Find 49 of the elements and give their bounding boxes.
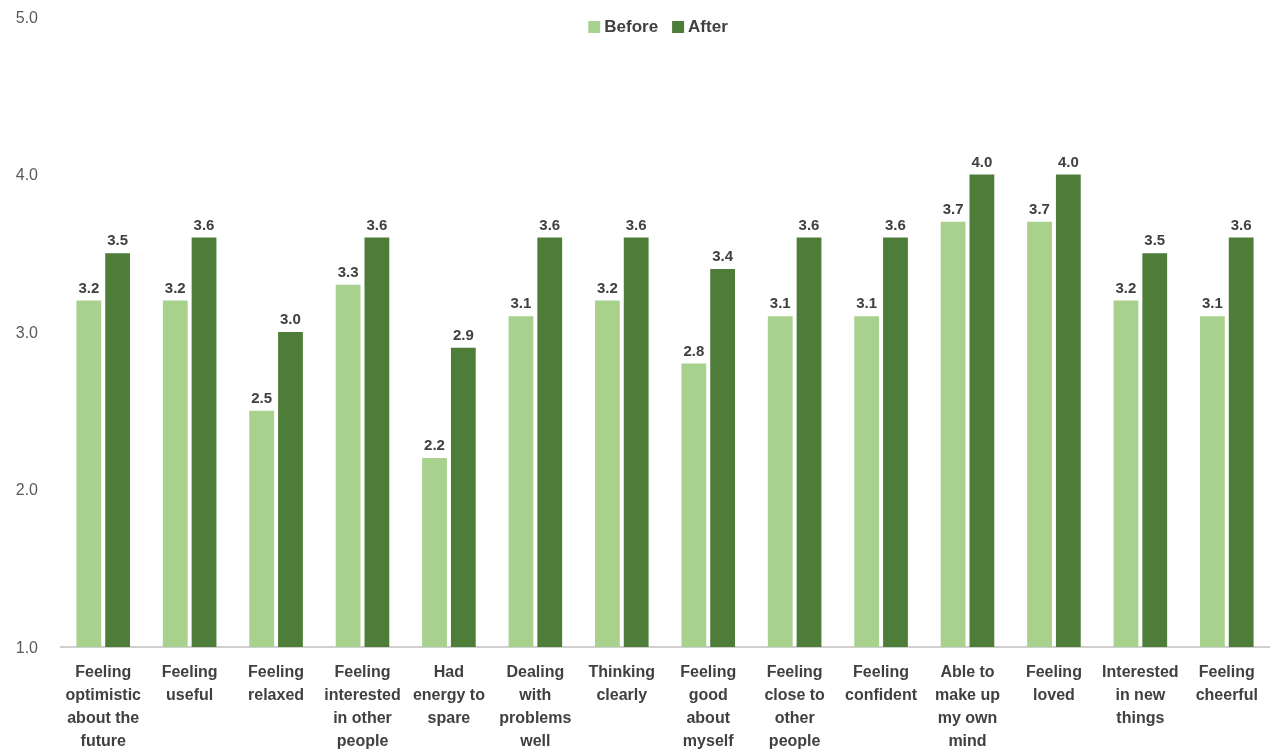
data-label: 3.1: [769, 294, 791, 312]
x-tick-label: Feeling interested in other people: [324, 663, 401, 749]
data-label: 3.6: [193, 215, 215, 233]
data-label: 3.4: [712, 247, 734, 264]
x-tick-label: Feeling relaxed: [248, 663, 305, 703]
data-label: 3.6: [885, 215, 906, 233]
y-tick-label: 3.0: [15, 323, 39, 341]
x-tick-label: Feeling confident: [845, 663, 918, 703]
data-label: 3.6: [625, 215, 647, 233]
data-label: 2.8: [683, 341, 705, 359]
data-label: 3.0: [280, 310, 301, 327]
y-tick-label: 1.0: [15, 638, 39, 656]
x-tick-label: Feeling close to other people: [764, 663, 826, 749]
data-label: 2.9: [452, 325, 474, 343]
data-label: 3.5: [107, 231, 129, 249]
data-label: 3.3: [337, 262, 359, 280]
data-label: 3.2: [1115, 278, 1137, 296]
x-tick-label: Feeling optimistic about the future: [65, 663, 142, 749]
data-label: 3.6: [366, 215, 388, 233]
legend-label: After: [688, 17, 729, 36]
data-label: 3.6: [1230, 215, 1252, 233]
x-tick-label: Feeling loved: [1025, 663, 1082, 703]
x-tick-label: Thinking clearly: [588, 663, 656, 703]
x-tick-label: Had energy to spare: [412, 663, 486, 726]
x-tick-label: Interested in new things: [1102, 663, 1179, 726]
x-tick-label: Able to make up my own mind: [935, 663, 1001, 749]
x-tick-label: Feeling good about myself: [680, 663, 737, 749]
y-tick-label: 2.0: [15, 481, 39, 499]
data-label: 3.6: [539, 215, 561, 233]
y-tick-label: 5.0: [15, 8, 39, 26]
data-label: 3.1: [1201, 294, 1223, 312]
data-label: 3.1: [856, 294, 878, 312]
data-label: 3.7: [942, 199, 964, 217]
data-label: 4.0: [1057, 152, 1079, 170]
data-label: 3.2: [164, 278, 186, 296]
y-tick-label: 4.0: [15, 166, 39, 184]
data-label: 4.0: [971, 152, 993, 170]
data-label: 3.6: [798, 215, 820, 233]
data-label: 3.7: [1029, 199, 1050, 217]
data-label: 3.2: [78, 278, 100, 296]
x-tick-label: Feeling useful: [161, 663, 218, 703]
data-label: 3.5: [1144, 231, 1166, 249]
data-label: 3.2: [596, 278, 618, 296]
x-tick-label: Dealing with problems well: [499, 663, 572, 749]
data-label: 2.2: [424, 436, 445, 453]
data-label: 2.5: [251, 388, 273, 406]
legend-label: Before: [604, 17, 659, 36]
data-label: 3.1: [510, 294, 532, 312]
x-tick-label: Feeling cheerful: [1195, 663, 1258, 703]
